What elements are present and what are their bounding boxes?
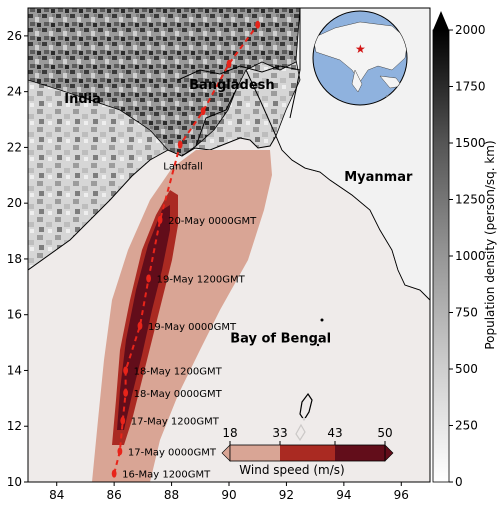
track-time-label: 17-May 0000GMT xyxy=(128,447,217,458)
x-tick-label: 84 xyxy=(49,488,64,502)
y-tick-label: 26 xyxy=(7,29,22,43)
track-time-label: 18-May 0000GMT xyxy=(134,389,223,400)
windbar-tick-label: 43 xyxy=(327,426,342,440)
popbar-tick-label: 1500 xyxy=(455,136,486,150)
place-label: Landfall xyxy=(163,162,203,173)
track-point xyxy=(146,274,152,283)
globe-marker: ★ xyxy=(355,42,366,56)
wind-colorbar-label: Wind speed (m/s) xyxy=(239,463,344,477)
cyclone-track: 16-May 1200GMT 17-May 0000GMT 17-May 1200G… xyxy=(111,20,261,481)
y-tick-label: 22 xyxy=(7,140,22,154)
y-tick-label: 24 xyxy=(7,85,22,99)
x-tick-label: 88 xyxy=(164,488,179,502)
track-time-label: 20-May 0000GMT xyxy=(168,216,257,227)
globe-inset: ★ xyxy=(312,10,408,106)
windbar-tick-label: 50 xyxy=(377,426,392,440)
x-tick-label: 96 xyxy=(394,488,409,502)
x-tick-label: 92 xyxy=(279,488,294,502)
x-tick-label: 86 xyxy=(107,488,122,502)
y-tick-label: 12 xyxy=(7,419,22,433)
population-colorbar: 0 250 500 750 1000 1250 1500 1750 2000 Populatio… xyxy=(432,11,497,489)
track-line xyxy=(113,24,259,474)
track-time-label: 17-May 1200GMT xyxy=(131,417,220,428)
y-tick-label: 16 xyxy=(7,308,22,322)
track-time-label: 16-May 1200GMT xyxy=(122,470,211,481)
place-label: Bangladesh xyxy=(189,78,275,93)
windbar-tick-label: 18 xyxy=(222,426,237,440)
wind-colorbar: 18 33 43 50 Wind speed (m/s) xyxy=(220,418,402,478)
place-label: Myanmar xyxy=(344,170,413,185)
x-tick-label: 90 xyxy=(221,488,236,502)
track-point xyxy=(226,59,232,68)
popbar-tick-label: 2000 xyxy=(455,23,486,37)
y-tick-label: 10 xyxy=(7,475,22,489)
track-point xyxy=(123,388,129,397)
windbar-tick-label: 33 xyxy=(272,426,287,440)
place-label: Bay of Bengal xyxy=(230,332,331,347)
place-labels: India Bangladesh Myanmar Bay of Bengal Landf… xyxy=(64,78,413,347)
popbar-tick-label: 1000 xyxy=(455,249,486,263)
popbar-tick-label: 0 xyxy=(455,475,463,489)
track-point xyxy=(157,215,163,224)
dense-population-zone xyxy=(28,8,301,157)
track-point xyxy=(200,107,206,116)
track-point xyxy=(177,140,183,149)
border-lines xyxy=(177,8,301,147)
track-point xyxy=(255,20,261,29)
map-axes: 84 86 88 90 92 94 96 10 12 14 16 18 20 22 24 26 xyxy=(7,29,409,502)
wind-swath-43 xyxy=(117,205,170,430)
place-label: India xyxy=(64,92,101,107)
track-point xyxy=(120,416,126,425)
y-tick-label: 18 xyxy=(7,252,22,266)
track-time-label: 19-May 1200GMT xyxy=(157,274,246,285)
popbar-tick-label: 750 xyxy=(455,306,478,320)
y-tick-label: 20 xyxy=(7,196,22,210)
track-point xyxy=(137,321,143,330)
population-colorbar-label: Population density (person/sq. km) xyxy=(483,140,497,349)
popbar-tick-label: 1750 xyxy=(455,80,486,94)
popbar-tick-label: 1250 xyxy=(455,193,486,207)
track-point xyxy=(111,469,117,478)
popbar-tick-label: 250 xyxy=(455,419,478,433)
x-tick-label: 94 xyxy=(336,488,351,502)
track-time-label: 18-May 1200GMT xyxy=(134,366,223,377)
popbar-tick-label: 500 xyxy=(455,362,478,376)
y-tick-label: 14 xyxy=(7,363,22,377)
track-point xyxy=(117,447,123,456)
track-point xyxy=(123,366,129,375)
track-time-label: 19-May 0000GMT xyxy=(148,322,237,333)
